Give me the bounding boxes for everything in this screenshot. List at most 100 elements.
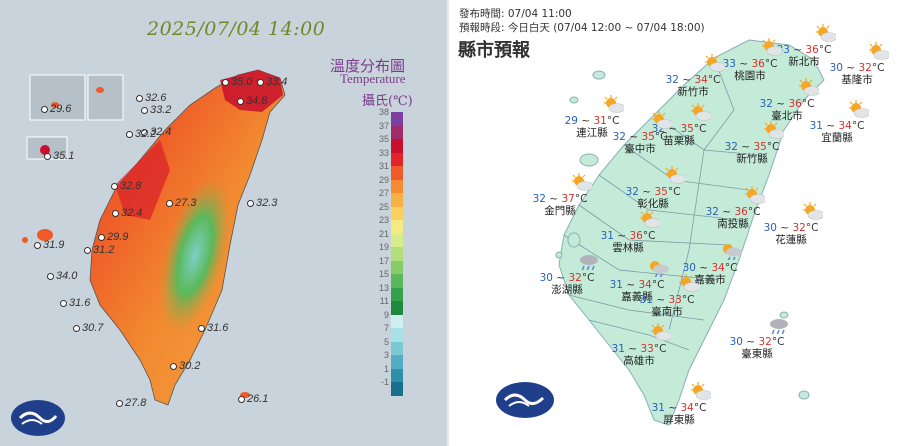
range-separator: ~ xyxy=(695,262,712,274)
legend-swatch xyxy=(391,247,403,261)
station-dot xyxy=(44,153,51,160)
degree-unit: °C xyxy=(764,58,778,70)
legend-swatch xyxy=(391,301,403,315)
station-dot xyxy=(247,200,254,207)
station-dot xyxy=(257,79,264,86)
city-forecast[interactable]: 31 ~ 33°C 高雄市 xyxy=(601,343,677,367)
temp-high: 35 xyxy=(654,186,668,198)
temp-high: 36 xyxy=(734,206,748,218)
city-forecast[interactable]: 31 ~ 36°C 雲林縣 xyxy=(590,230,666,254)
city-forecast[interactable]: 32 ~ 35°C 新竹縣 xyxy=(714,141,790,165)
city-forecast[interactable]: 30 ~ 32°C 澎湖縣 xyxy=(529,272,605,296)
range-separator: ~ xyxy=(664,402,681,414)
city-name: 新北市 xyxy=(788,56,820,68)
temp-high: 34 xyxy=(838,120,852,132)
city-name: 桃園市 xyxy=(734,70,766,82)
city-forecast[interactable]: 32 ~ 36°C 臺北市 xyxy=(749,98,825,122)
city-forecast[interactable]: 31 ~ 34°C 嘉義縣 xyxy=(599,279,675,303)
rain-sun-icon xyxy=(650,261,669,277)
temp-high: 32 xyxy=(792,222,806,234)
legend-swatch xyxy=(391,341,403,355)
station-dot xyxy=(73,325,80,332)
city-forecast[interactable]: 30 ~ 32°C 花蓮縣 xyxy=(753,222,829,246)
temp-low: 30 xyxy=(829,62,843,74)
legend-swatch xyxy=(391,166,403,180)
city-forecast[interactable]: 33 ~ 36°C 桃園市 xyxy=(712,58,788,82)
city-forecast[interactable]: 31 ~ 34°C 宜蘭縣 xyxy=(799,120,875,144)
legend-tick-label: 25 xyxy=(378,201,389,212)
degree-unit: °C xyxy=(771,336,785,348)
legend-swatch xyxy=(391,287,403,301)
degree-unit: °C xyxy=(693,123,707,135)
city-forecast[interactable]: 30 ~ 34°C 嘉義市 xyxy=(672,262,748,286)
station-temperature: 31.2 xyxy=(93,244,115,256)
temp-low: 31 xyxy=(639,294,653,306)
station-temperature: 33.4 xyxy=(266,76,288,88)
temp-low: 30 xyxy=(539,272,553,284)
station-dot xyxy=(34,242,41,249)
sun-cloud-icon xyxy=(679,274,699,292)
temp-high: 32 xyxy=(758,336,772,348)
sun-cloud-icon xyxy=(764,121,784,139)
city-forecast[interactable]: 29 ~ 31°C 連江縣 xyxy=(554,115,630,139)
legend-tick-label: 27 xyxy=(378,188,389,198)
temp-low: 30 xyxy=(763,222,777,234)
range-separator: ~ xyxy=(842,62,859,74)
city-forecast[interactable]: 31 ~ 34°C 屏東縣 xyxy=(641,402,717,426)
degree-unit: °C xyxy=(651,279,665,291)
city-name: 臺中市 xyxy=(624,143,656,155)
range-separator: ~ xyxy=(577,115,594,127)
city-forecast[interactable]: 32 ~ 36°C 南投縣 xyxy=(695,206,771,230)
station-dot xyxy=(141,129,148,136)
degree-unit: °C xyxy=(801,98,815,110)
station-dot xyxy=(111,183,118,190)
city-forecast[interactable]: 32 ~ 37°C 金門縣 xyxy=(522,193,598,217)
city-forecast[interactable]: 31 ~ 33°C 臺南市 xyxy=(629,294,705,318)
temp-high: 34 xyxy=(680,402,694,414)
legend-tick-label: 3 xyxy=(383,350,389,360)
city-name: 嘉義縣 xyxy=(621,291,653,303)
sun-cloud-icon xyxy=(762,38,782,56)
city-forecast[interactable]: 32 ~ 35°C 臺中市 xyxy=(602,131,678,155)
range-separator: ~ xyxy=(678,74,695,86)
range-separator: ~ xyxy=(737,141,754,153)
temp-high: 36 xyxy=(805,44,819,56)
legend-swatch xyxy=(391,274,403,288)
publish-time: 發布時間: 07/04 11:00 xyxy=(459,8,572,20)
station-temperature: 29.6 xyxy=(50,103,72,115)
temp-low: 33 xyxy=(722,58,736,70)
temp-high: 35 xyxy=(641,131,655,143)
city-forecast[interactable]: 30 ~ 32°C 臺東縣 xyxy=(719,336,795,360)
cwa-logo-icon xyxy=(11,400,65,436)
station-temperature: 33.2 xyxy=(150,104,172,116)
temp-high: 35 xyxy=(680,123,694,135)
sun-cloud-icon xyxy=(849,100,869,118)
city-name: 新竹市 xyxy=(677,86,709,98)
city-forecast[interactable]: 30 ~ 32°C 基隆市 xyxy=(819,62,895,86)
city-forecast[interactable]: 33 ~ 36°C 新北市 xyxy=(766,44,842,68)
station-temperature: 31.6 xyxy=(207,322,229,334)
legend-tick-label: 9 xyxy=(383,309,389,320)
station-dot xyxy=(41,106,48,113)
station-temperature: 30.7 xyxy=(82,322,104,334)
city-name: 基隆市 xyxy=(841,74,873,86)
legend-swatch xyxy=(391,139,403,153)
sun-cloud-icon xyxy=(691,103,711,121)
station-dot xyxy=(198,325,205,332)
legend-swatch xyxy=(391,260,403,274)
city-forecast[interactable]: 32 ~ 35°C 苗栗縣 xyxy=(641,123,717,147)
station-dot xyxy=(98,234,105,241)
degree-unit: °C xyxy=(766,141,780,153)
temp-high: 34 xyxy=(694,74,708,86)
city-forecast[interactable]: 32 ~ 34°C 新竹市 xyxy=(655,74,731,98)
orchid-island xyxy=(798,390,810,400)
city-forecast[interactable]: 32 ~ 35°C 彰化縣 xyxy=(615,186,691,210)
range-separator: ~ xyxy=(624,343,641,355)
city-name: 金門縣 xyxy=(544,205,576,217)
station-temperature: 32.2 xyxy=(135,128,157,140)
observation-timestamp: 2025/07/04 14:00 xyxy=(147,18,326,40)
legend-tick-label: 13 xyxy=(378,282,389,293)
legend-tick-label: 15 xyxy=(378,269,389,279)
legend-tick-label: 23 xyxy=(378,215,389,225)
station-dot xyxy=(112,210,119,217)
